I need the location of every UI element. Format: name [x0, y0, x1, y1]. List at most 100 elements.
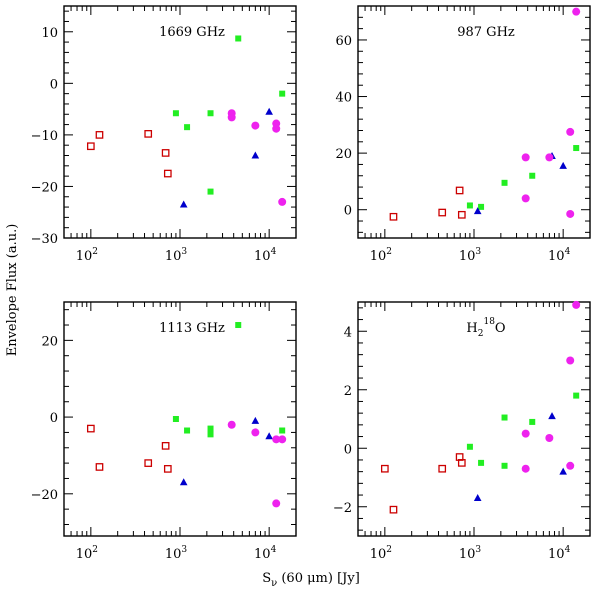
y-tick-label: 10 — [41, 26, 58, 41]
panel-title: 987 GHz — [457, 25, 515, 40]
data-point-magenta-circle — [566, 127, 575, 136]
y-tick-label: 0 — [344, 204, 352, 219]
data-point-blue-triangle — [251, 416, 260, 424]
x-axis-label-rest: (60 μm) [Jy] — [277, 571, 360, 586]
data-point-magenta-circle — [278, 197, 287, 206]
x-tick-label: 103 — [459, 247, 482, 264]
x-axis-label: Sν (60 μm) [Jy] — [262, 571, 360, 589]
x-tick-label-exponent: 4 — [271, 545, 277, 555]
data-point-green-square — [478, 459, 485, 466]
x-tick-label-exponent: 2 — [386, 247, 392, 257]
data-point-open-square — [86, 424, 95, 433]
x-tick-label-base: 10 — [254, 547, 271, 562]
y-tick-label: −2 — [333, 501, 352, 516]
x-tick-label-base: 10 — [548, 249, 565, 264]
data-point-blue-triangle — [265, 107, 273, 115]
data-point-green-square — [501, 179, 508, 186]
panel-title-rest: O — [495, 321, 506, 336]
data-point-magenta-circle — [272, 435, 281, 444]
x-tick-label-base: 10 — [165, 249, 182, 264]
data-point-blue-triangle — [473, 207, 482, 215]
x-tick-label-exponent: 3 — [181, 247, 187, 257]
x-tick-label: 104 — [254, 247, 277, 264]
data-point-open-square — [389, 212, 398, 221]
x-tick-label-base: 10 — [76, 249, 93, 264]
data-point-magenta-circle — [227, 113, 236, 122]
data-point-magenta-circle — [545, 153, 554, 162]
data-point-magenta-circle — [272, 499, 281, 508]
x-tick-label-exponent: 3 — [475, 545, 481, 555]
x-tick-label-exponent: 3 — [475, 247, 481, 257]
data-point-open-square — [438, 208, 447, 217]
x-tick-label-base: 10 — [459, 547, 476, 562]
data-point-magenta-circle — [278, 435, 287, 444]
data-point-green-square — [207, 425, 214, 432]
panel-title-subscript: 2 — [478, 329, 484, 339]
data-point-open-square — [455, 186, 464, 195]
data-point-green-square — [184, 124, 191, 131]
y-tick-label: 40 — [335, 91, 352, 106]
data-point-blue-triangle — [473, 493, 482, 501]
panel-title: H2 18O — [466, 317, 505, 339]
data-point-magenta-circle — [227, 420, 236, 429]
data-point-green-square — [279, 90, 286, 97]
x-tick-label-base: 10 — [76, 547, 93, 562]
y-tick-label: 20 — [335, 147, 352, 162]
data-point-magenta-circle — [572, 300, 581, 309]
data-point-open-square — [457, 210, 466, 219]
data-point-magenta-circle — [251, 428, 260, 437]
data-point-green-square — [478, 203, 485, 210]
data-point-green-square — [501, 462, 508, 469]
data-point-open-square — [144, 130, 153, 138]
data-point-blue-triangle — [548, 412, 556, 420]
x-tick-label: 102 — [76, 247, 98, 264]
x-tick-label-base: 10 — [548, 547, 565, 562]
x-tick-label-base: 10 — [459, 249, 476, 264]
x-tick-label: 104 — [548, 545, 571, 562]
data-point-open-square — [163, 465, 172, 473]
x-tick-label-base: 10 — [254, 249, 271, 264]
panel-title-text: 1113 GHz — [159, 321, 225, 336]
data-point-open-square — [144, 459, 153, 467]
y-tick-label: 0 — [344, 442, 352, 457]
panel-title-text: 1669 GHz — [159, 25, 225, 40]
data-point-open-square — [438, 464, 447, 473]
y-tick-label: 0 — [50, 77, 58, 92]
x-tick-label-base: 10 — [370, 547, 387, 562]
data-point-green-square — [279, 427, 286, 434]
panel-title: 1113 GHz — [159, 321, 225, 336]
data-point-open-square — [161, 442, 170, 450]
data-point-magenta-circle — [272, 124, 281, 133]
data-point-green-square — [172, 416, 179, 422]
data-point-magenta-circle — [251, 121, 260, 130]
y-tick-label: 0 — [50, 411, 58, 426]
x-tick-label: 102 — [370, 247, 392, 264]
data-point-open-square — [163, 169, 172, 178]
data-point-open-square — [161, 149, 170, 157]
x-axis-label-main: S — [262, 571, 271, 586]
y-tick-label: −20 — [31, 488, 58, 503]
data-point-green-square — [466, 202, 473, 209]
data-point-green-square — [529, 418, 536, 425]
x-tick-label: 102 — [76, 545, 98, 562]
data-point-magenta-circle — [521, 153, 530, 162]
data-point-green-square — [466, 443, 473, 450]
data-point-magenta-circle — [521, 194, 530, 203]
x-tick-label-exponent: 2 — [92, 545, 98, 555]
y-tick-label: −30 — [31, 232, 58, 247]
data-point-green-square — [207, 110, 214, 117]
data-point-magenta-circle — [566, 461, 575, 470]
panel-title-text: H — [466, 321, 477, 336]
x-tick-label-exponent: 4 — [565, 247, 571, 257]
data-point-blue-triangle — [265, 432, 273, 440]
data-point-blue-triangle — [559, 467, 567, 475]
data-point-open-square — [389, 505, 398, 514]
data-point-blue-triangle — [179, 478, 188, 486]
panel-title-superscript: 18 — [483, 317, 495, 327]
data-point-magenta-circle — [521, 429, 530, 438]
data-point-green-square — [573, 145, 580, 152]
